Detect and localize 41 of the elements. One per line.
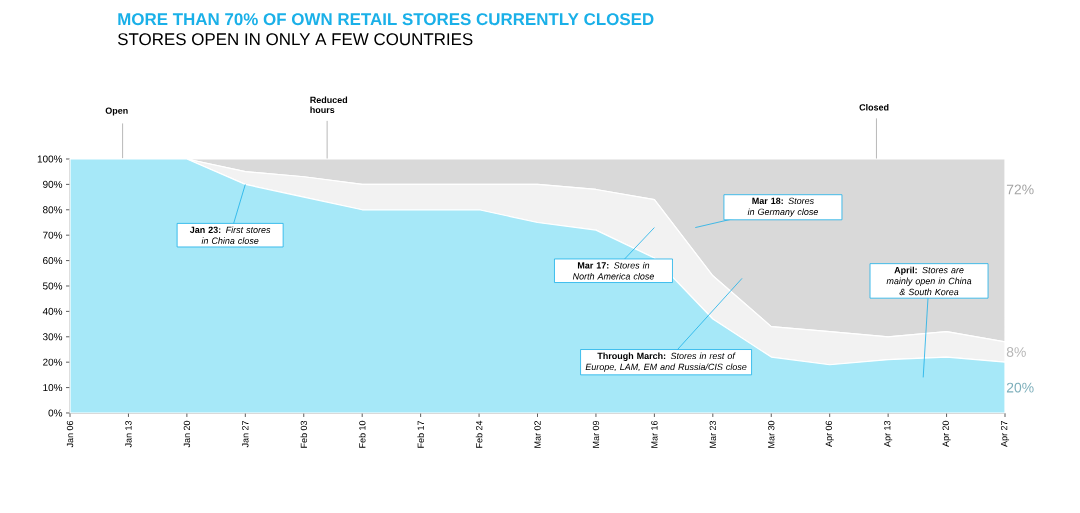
- x-tick-label: Mar 30: [768, 420, 775, 448]
- chart-subtitle: STORES OPEN IN ONLY A FEW COUNTRIES: [117, 33, 473, 46]
- x-tick-label: Apr 27: [1000, 420, 1010, 447]
- text: Closed: [859, 103, 889, 111]
- annotation: Jan 23: First stores in China close: [189, 226, 271, 244]
- y-tick-label: 60%: [43, 257, 63, 265]
- x-tick-label: Feb 24: [475, 420, 483, 448]
- annotation: Through March: Stores in rest of Europe, LAM, EM and Russia/CIS close: [585, 352, 747, 372]
- x-tick-label: Apr 13: [884, 420, 893, 447]
- x-tick-label: Mar 16: [651, 420, 658, 448]
- y-tick-label: 0%: [48, 409, 63, 417]
- x-tick-label: Feb 10: [358, 420, 366, 448]
- y-tick-label: 40%: [42, 307, 63, 315]
- data-label: 72%: [1006, 184, 1034, 195]
- y-tick-label: 50%: [42, 282, 63, 290]
- y-tick-label: 70%: [43, 231, 63, 239]
- annotation: Mar 18: Stores in Germany close: [747, 197, 818, 217]
- x-tick-label: Feb 03: [300, 420, 308, 448]
- y-tick-label: 90%: [43, 180, 63, 188]
- y-tick-label: 80%: [42, 206, 63, 214]
- x-tick-label: Jan 27: [242, 420, 249, 448]
- x-tick-label: Jan 06: [66, 420, 74, 448]
- y-tick-label: 20%: [43, 358, 63, 366]
- x-tick-label: Mar 23: [709, 420, 716, 448]
- annotation: Mar 17: Stores in North America close: [572, 261, 654, 280]
- y-tick-label: 30%: [42, 333, 63, 341]
- x-tick-label: Feb 17: [417, 420, 424, 448]
- y-tick-label: 10%: [43, 384, 63, 392]
- data-label: 8%: [1006, 347, 1026, 357]
- x-tick-label: Apr 06: [825, 420, 834, 447]
- x-tick-label: Mar 02: [534, 420, 541, 448]
- x-tick-label: Jan 20: [183, 420, 191, 448]
- text: Open: [105, 107, 128, 116]
- data-label: 20%: [1006, 382, 1034, 393]
- x-tick-label: Mar 09: [592, 420, 600, 448]
- x-tick-label: Apr 20: [942, 420, 951, 447]
- x-tick-label: Jan 13: [125, 420, 132, 448]
- text: Reduced hours: [310, 96, 348, 114]
- chart-title: MORE THAN 70% OF OWN RETAIL STORES CURRENTLY CLOSED: [118, 13, 654, 26]
- annotation: April: Stores are mainly open in China & South Korea: [886, 266, 972, 296]
- y-tick-label: 100%: [37, 155, 63, 163]
